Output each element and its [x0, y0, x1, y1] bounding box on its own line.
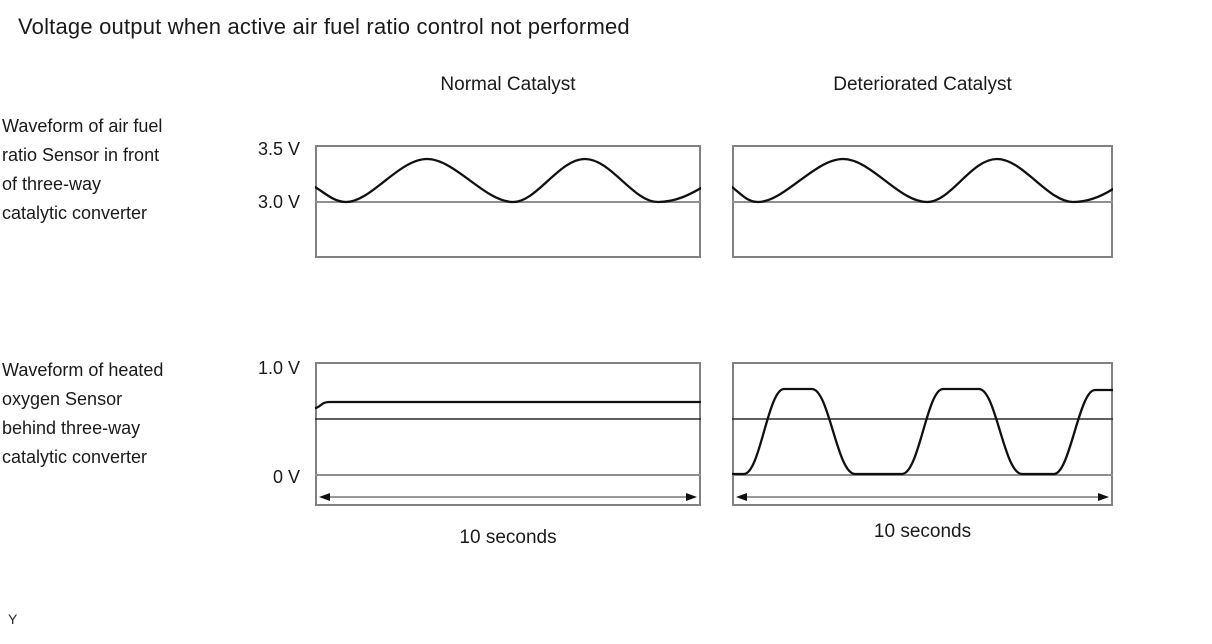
row-label-front-sensor: Waveform of air fuel ratio Sensor in fro… [2, 112, 237, 228]
panel-front-sensor-deteriorated-catalyst [732, 145, 1113, 258]
panel-frame [732, 362, 1113, 506]
sensor-waveform [315, 400, 701, 410]
arrow-right-head-icon [1098, 493, 1109, 501]
voltage-label-1-0v: 1.0 V [257, 358, 300, 378]
arrow-left-head-icon [736, 493, 747, 501]
column-header-normal-catalyst: Normal Catalyst [440, 74, 576, 95]
arrow-left-head-icon [319, 493, 330, 501]
row-label-line: catalytic converter [2, 203, 148, 223]
panel-frame [315, 362, 701, 506]
panel-rear-sensor-deteriorated-catalyst [732, 362, 1113, 506]
time-span-arrow [319, 493, 697, 501]
panel-rear-sensor-normal-catalyst [315, 362, 701, 506]
time-span-label-normal: 10 seconds [459, 527, 557, 548]
panel-front-sensor-normal-catalyst [315, 145, 701, 258]
sensor-waveform [732, 157, 1113, 204]
page-footer-mark: Y [8, 611, 18, 627]
time-span-arrow [736, 493, 1109, 501]
arrow-right-head-icon [686, 493, 697, 501]
row-label-line: Waveform of heated [2, 360, 164, 380]
row-label-line: behind three-way [2, 418, 141, 438]
voltage-label-3-5v: 3.5 V [257, 139, 300, 159]
voltage-label-0v: 0 V [272, 467, 300, 487]
figure-title: Voltage output when active air fuel rati… [18, 14, 630, 39]
column-header-deteriorated-catalyst: Deteriorated Catalyst [833, 74, 1012, 95]
time-span-label-deteriorated: 10 seconds [873, 521, 972, 542]
row-label-line: ratio Sensor in front [2, 145, 160, 165]
row-label-line: of three-way [2, 174, 102, 194]
row-label-line: oxygen Sensor [2, 389, 123, 409]
row-label-line: Waveform of air fuel [2, 116, 163, 136]
row-label-rear-sensor: Waveform of heated oxygen Sensor behind … [2, 356, 237, 472]
sensor-waveform [732, 387, 1113, 476]
voltage-label-3-0v: 3.0 V [257, 192, 300, 212]
row-label-line: catalytic converter [2, 447, 148, 467]
sensor-waveform [315, 157, 701, 204]
